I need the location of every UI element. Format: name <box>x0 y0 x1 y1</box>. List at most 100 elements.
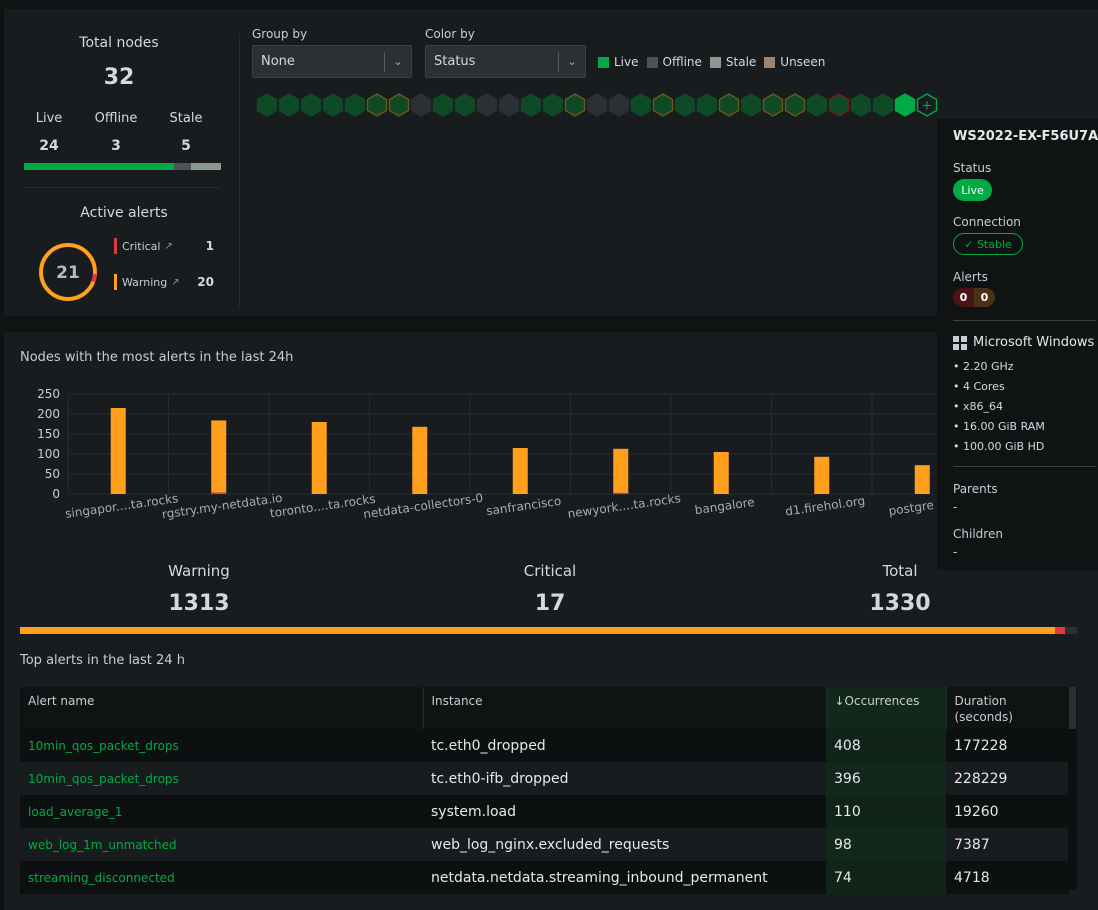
critical-swatch <box>114 238 117 254</box>
table-row[interactable]: streaming_disconnected netdata.netdata.s… <box>20 861 1069 894</box>
chevron-down-icon: ⌄ <box>393 55 403 68</box>
node-hex[interactable] <box>542 93 564 117</box>
group-by-select[interactable]: None ⌄ <box>252 45 412 78</box>
node-hex[interactable] <box>762 93 784 117</box>
bar-warning[interactable] <box>311 422 327 494</box>
node-hex[interactable] <box>784 93 806 117</box>
node-hex[interactable] <box>630 93 652 117</box>
children-value: - <box>953 545 958 559</box>
color-by-value: Status <box>434 54 476 69</box>
y-tick-label: 0 <box>52 487 60 501</box>
node-hex[interactable] <box>300 93 322 117</box>
table-row[interactable]: load_average_1 system.load 110 19260 <box>20 795 1069 828</box>
warning-alerts-link[interactable]: Warning ↗ 20 <box>114 273 214 291</box>
node-hex[interactable] <box>278 93 300 117</box>
node-hex[interactable] <box>608 93 630 117</box>
spec-arch: • x86_64 <box>953 400 1003 413</box>
node-hex[interactable] <box>806 93 828 117</box>
column-header-duration[interactable]: Duration (seconds) <box>946 687 1070 729</box>
alert-name-cell[interactable]: web_log_1m_unmatched <box>20 828 423 861</box>
nodes-bar-stale <box>191 163 221 170</box>
severity-bar-critical <box>1055 627 1065 634</box>
alerts-panel: Nodes with the most alerts in the last 2… <box>4 332 1098 910</box>
legend-label: Unseen <box>780 55 826 69</box>
alert-name-cell[interactable]: 10min_qos_packet_drops <box>20 762 423 795</box>
critical-count: 1 <box>205 239 214 253</box>
os-info: Microsoft Windows <box>953 335 1094 350</box>
spec-cpu-freq: • 2.20 GHz <box>953 360 1014 373</box>
node-hex[interactable] <box>344 93 366 117</box>
node-hex[interactable] <box>564 93 586 117</box>
table-row[interactable]: 10min_qos_packet_drops tc.eth0-ifb_dropp… <box>20 762 1069 795</box>
bar-warning[interactable] <box>613 448 629 494</box>
node-hex[interactable] <box>410 93 432 117</box>
alerts-donut <box>39 243 97 301</box>
node-hex[interactable] <box>432 93 454 117</box>
bar-warning[interactable] <box>512 448 528 494</box>
table-row[interactable]: 10min_qos_packet_drops tc.eth0_dropped 4… <box>20 729 1069 762</box>
node-hex[interactable] <box>696 93 718 117</box>
node-alerts-badge[interactable]: 0 0 <box>953 288 995 307</box>
warning-total-value: 1313 <box>168 591 230 616</box>
x-tick-label: sanfrancisco <box>485 494 562 518</box>
children-label: Children <box>953 527 1003 541</box>
stale-label: Stale <box>169 111 203 126</box>
node-hex[interactable] <box>850 93 872 117</box>
x-tick-label: netdata-collectors-0 <box>362 491 484 522</box>
table-scrollbar[interactable] <box>1068 687 1077 890</box>
add-node-button[interactable] <box>916 93 938 117</box>
duration-cell: 19260 <box>946 795 1069 828</box>
column-header-instance[interactable]: Instance <box>423 687 827 729</box>
column-header-alert-name[interactable]: Alert name <box>20 687 424 729</box>
external-link-icon: ↗ <box>171 276 180 288</box>
node-hex[interactable] <box>652 93 674 117</box>
bar-warning[interactable] <box>211 420 227 494</box>
spec-disk: • 100.00 GiB HD <box>953 440 1045 453</box>
node-hex[interactable] <box>454 93 476 117</box>
instance-cell: tc.eth0-ifb_dropped <box>423 762 826 795</box>
critical-alerts-link[interactable]: Critical ↗ 1 <box>114 237 214 255</box>
legend-swatch <box>646 56 658 68</box>
node-hex[interactable] <box>520 93 542 117</box>
bar-warning[interactable] <box>814 456 830 494</box>
node-hex[interactable] <box>322 93 344 117</box>
node-hex[interactable] <box>388 93 410 117</box>
critical-total-label: Critical <box>523 562 577 580</box>
node-hex[interactable] <box>256 93 278 117</box>
bar-warning[interactable] <box>713 452 729 494</box>
duration-cell: 228229 <box>946 762 1069 795</box>
occurrences-cell: 110 <box>826 795 946 828</box>
node-hex[interactable] <box>894 93 916 117</box>
column-header-occurrences[interactable]: ↓Occurrences <box>826 687 947 729</box>
alert-name-cell[interactable]: streaming_disconnected <box>20 861 423 894</box>
alert-name-cell[interactable]: load_average_1 <box>20 795 423 828</box>
node-hex[interactable] <box>828 93 850 117</box>
node-hex[interactable] <box>586 93 608 117</box>
y-tick-label: 50 <box>45 467 60 481</box>
alert-name-cell[interactable]: 10min_qos_packet_drops <box>20 729 423 762</box>
node-hex[interactable] <box>740 93 762 117</box>
bar-warning[interactable] <box>914 465 930 494</box>
bar-critical[interactable] <box>613 492 629 494</box>
instance-cell: netdata.netdata.streaming_inbound_perman… <box>423 861 826 894</box>
node-hex[interactable] <box>498 93 520 117</box>
connection-badge: ✓ Stable <box>953 233 1023 255</box>
table-row[interactable]: web_log_1m_unmatched web_log_nginx.exclu… <box>20 828 1069 861</box>
node-hex[interactable] <box>674 93 696 117</box>
node-hex-map: + <box>252 93 992 117</box>
bar-warning[interactable] <box>110 408 126 494</box>
node-hex[interactable] <box>872 93 894 117</box>
active-alerts-total: 21 <box>56 263 80 283</box>
node-hex[interactable] <box>366 93 388 117</box>
color-by-select[interactable]: Status ⌄ <box>425 45 586 78</box>
bar-critical[interactable] <box>211 492 227 494</box>
active-alerts-label: Active alerts <box>80 205 168 221</box>
node-hex[interactable] <box>476 93 498 117</box>
node-hex[interactable] <box>718 93 740 117</box>
alerts-total-label: Total <box>882 562 918 580</box>
divider <box>239 33 240 307</box>
divider <box>24 187 221 188</box>
bar-warning[interactable] <box>412 426 428 494</box>
scrollbar-thumb[interactable] <box>1069 687 1076 729</box>
color-by-label: Color by <box>425 27 475 41</box>
